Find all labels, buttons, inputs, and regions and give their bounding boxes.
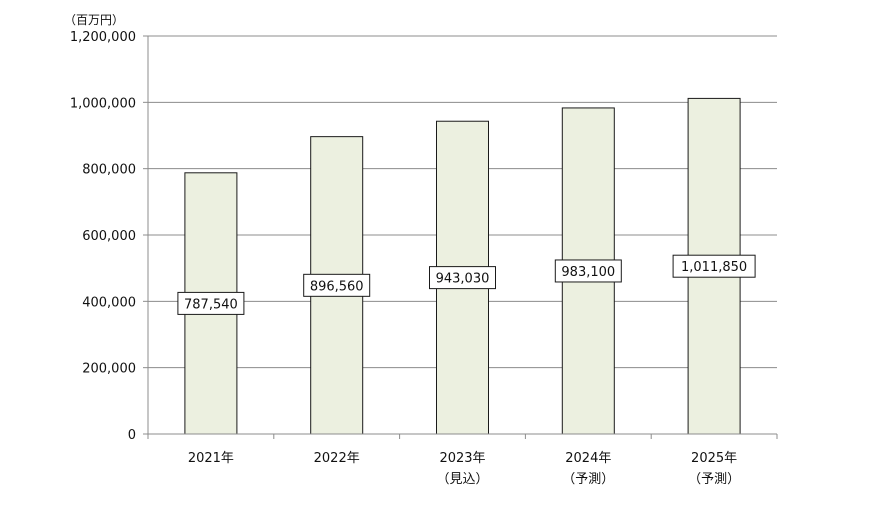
x-category-label: 2021年 (188, 451, 234, 466)
data-label: 983,100 (561, 265, 615, 280)
y-tick-label: 1,000,000 (70, 96, 136, 111)
x-category-sublabel: （予測） (688, 472, 740, 487)
data-label: 1,011,850 (681, 260, 747, 275)
x-category-label: 2022年 (314, 451, 360, 466)
x-category-sublabel: （予測） (562, 472, 614, 487)
y-tick-label: 400,000 (82, 295, 136, 310)
data-label-box (303, 273, 371, 297)
data-label-box (672, 254, 756, 278)
data-label-box (429, 266, 496, 290)
x-axis-labels: 2021年 2022年 2023年 （見込） 2024年 （予測） 2025年 （予測） (188, 451, 740, 487)
y-tick-label: 0 (128, 428, 136, 443)
y-axis-unit-label: （百万円） (64, 13, 124, 27)
y-tick-label: 200,000 (82, 362, 136, 377)
data-label: 896,560 (310, 279, 364, 294)
data-label-box (177, 291, 245, 315)
y-tick-label: 1,200,000 (70, 30, 136, 45)
data-labels: 787,540 896,560 943,030 983,100 1,011,850 (177, 254, 756, 315)
y-tick-label: 800,000 (82, 163, 136, 178)
x-category-label: 2025年 (691, 451, 737, 466)
y-axis-ticks: 0 200,000 400,000 600,000 800,000 1,000,000 1,… (70, 30, 148, 443)
data-label-box (554, 259, 622, 283)
axes (147, 36, 778, 439)
data-label: 943,030 (436, 272, 490, 287)
y-tick-label: 600,000 (82, 229, 136, 244)
x-category-label: 2023年 (439, 451, 485, 466)
x-category-sublabel: （見込） (436, 472, 488, 487)
x-category-label: 2024年 (565, 451, 611, 466)
data-label: 787,540 (184, 297, 238, 312)
